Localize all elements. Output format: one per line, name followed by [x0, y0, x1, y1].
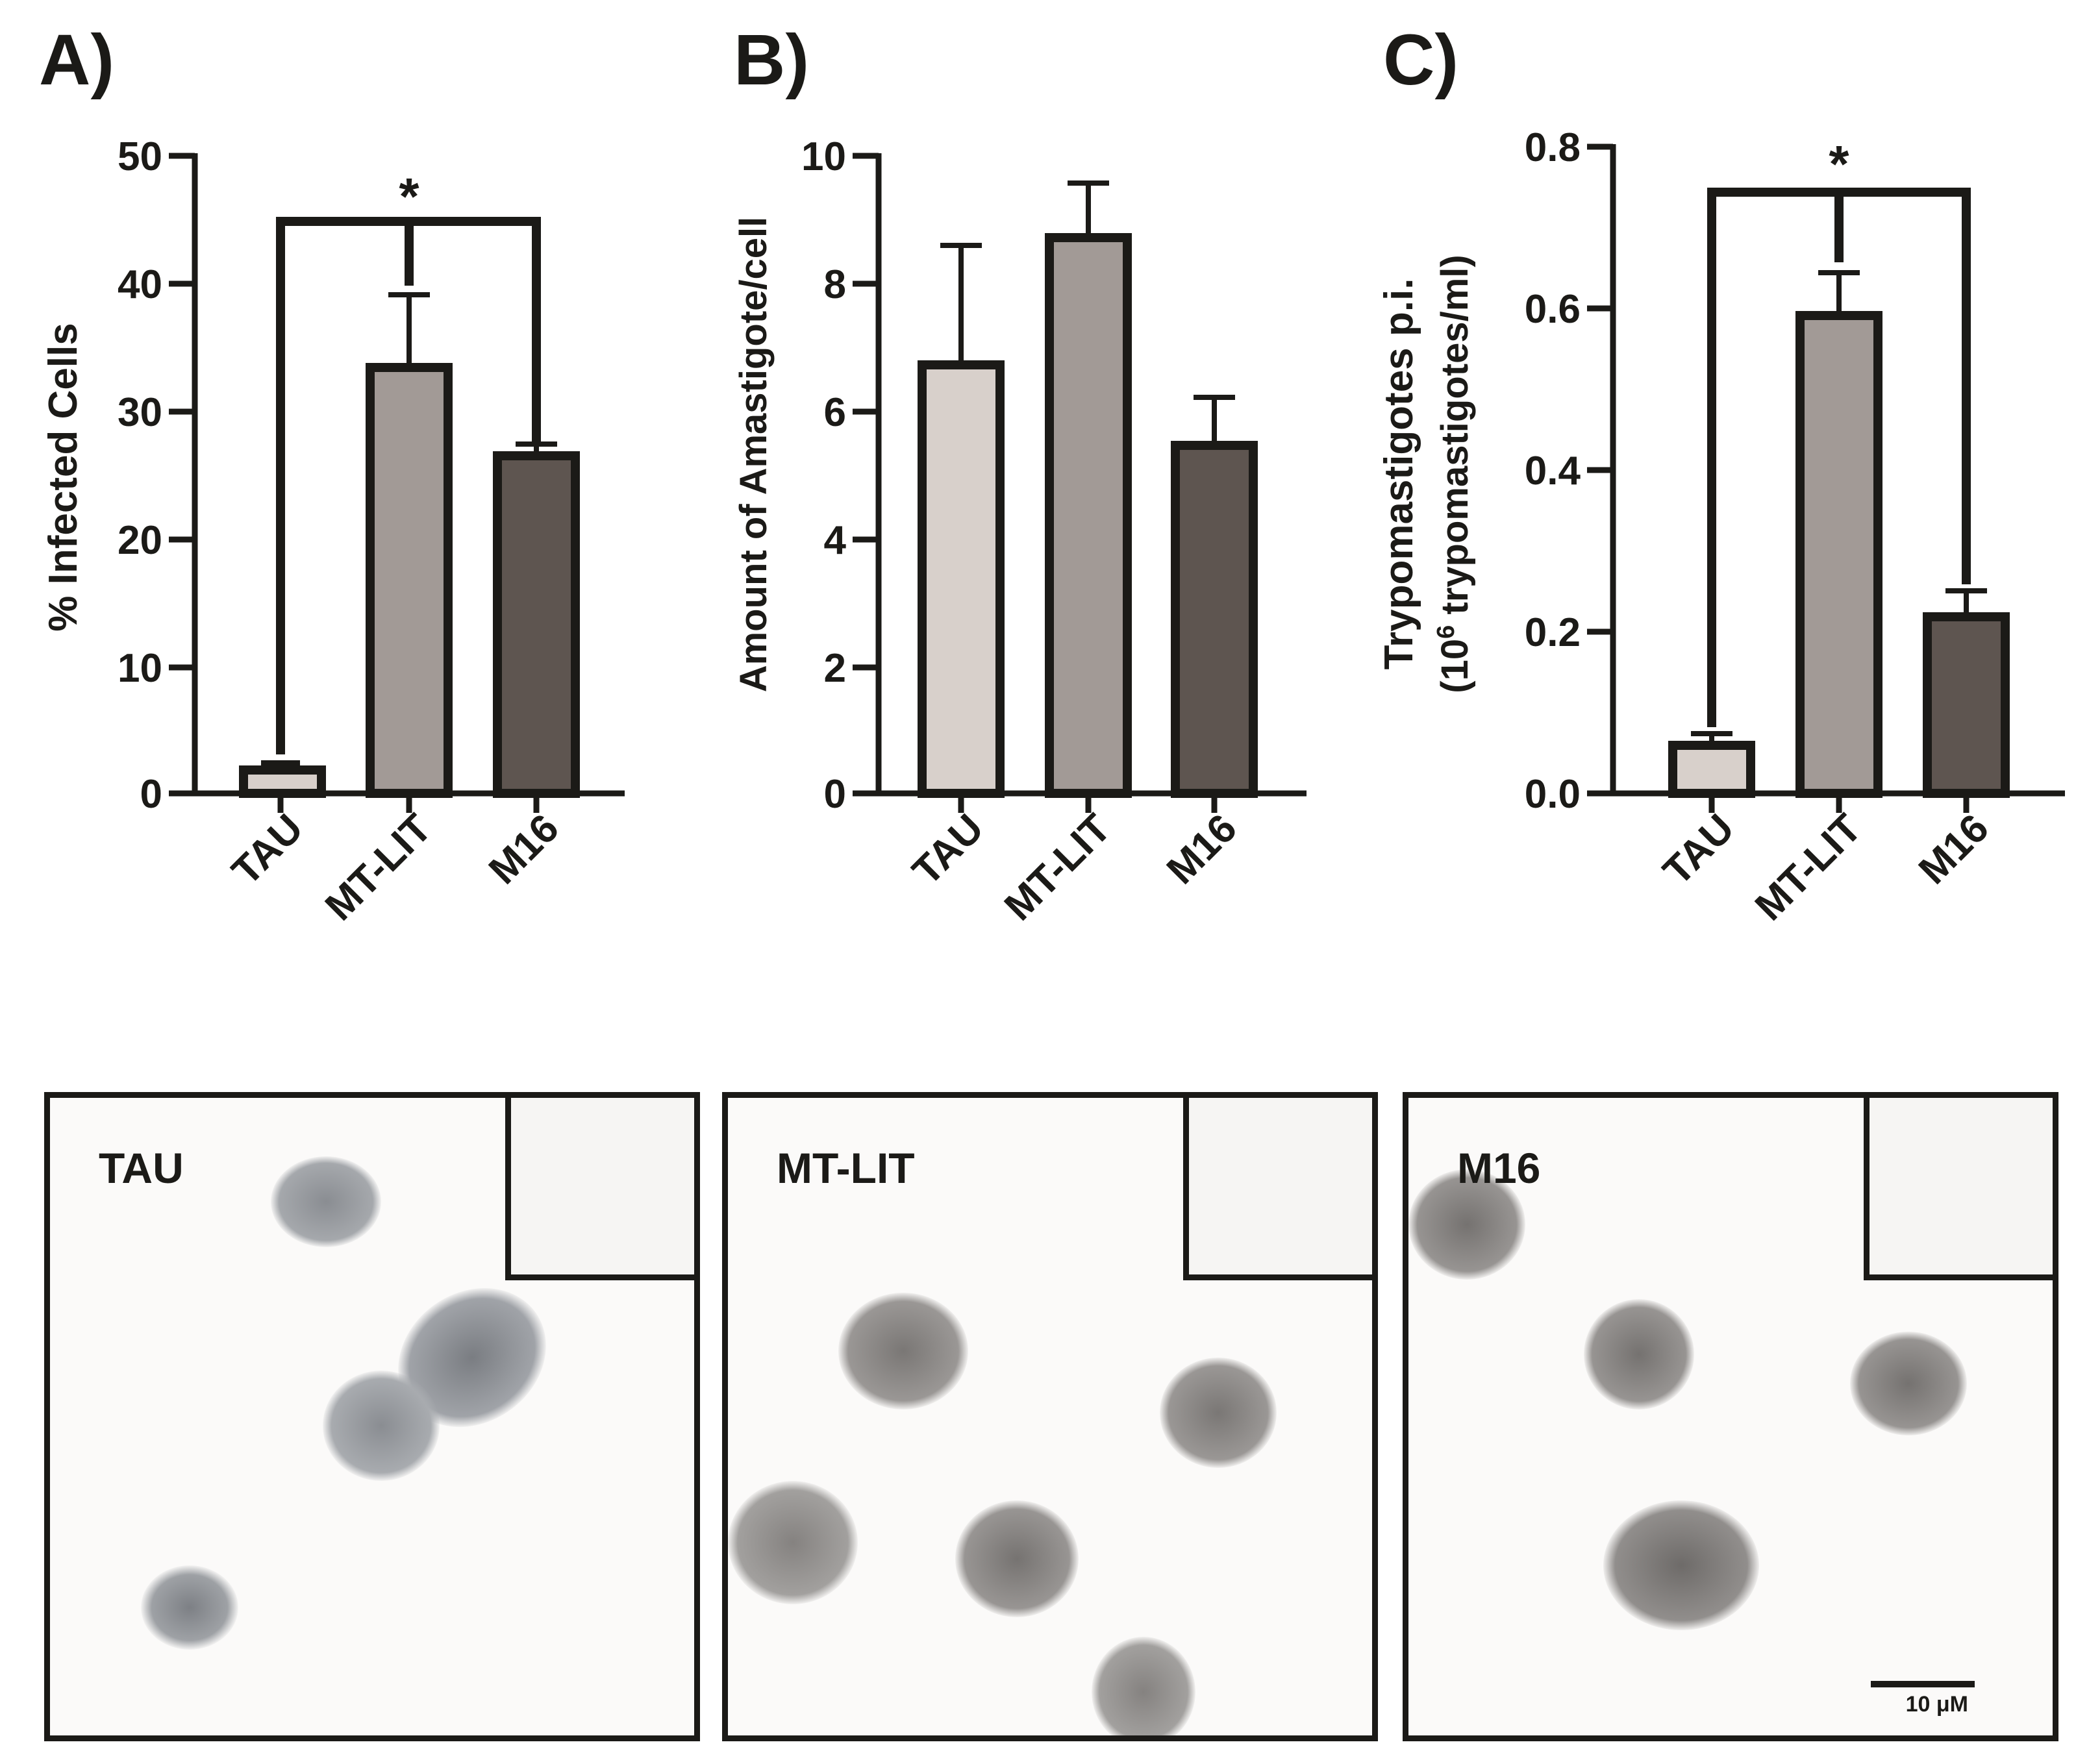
c-significance: * [1829, 135, 1849, 193]
b-bar-mtlit [1045, 233, 1132, 798]
c-tick-02: 0.2 [1525, 610, 1581, 655]
nucleus [1584, 1299, 1694, 1410]
b-bar-tau [918, 360, 1005, 798]
chart-c: 0.0 0.2 0.4 0.6 0.8 Trypomastigotes p.i.… [1377, 125, 2065, 929]
c-ylabel-line1: Trypomastigotes p.i. [1377, 279, 1421, 670]
b-cat-m16: M16 [1158, 806, 1245, 893]
panel-label-b: B) [734, 20, 809, 100]
nucleus [271, 1156, 381, 1247]
a-cat-tau: TAU [223, 806, 312, 894]
c-bar-tau [1668, 741, 1755, 798]
a-tick-0: 0 [140, 772, 162, 817]
micrograph-mtlit: MT-LIT [722, 1092, 1378, 1741]
nucleus [1092, 1637, 1195, 1735]
nucleus [838, 1293, 968, 1410]
trypomastigote-inset [1864, 1098, 2053, 1280]
scale-bar [1871, 1681, 1975, 1687]
c-bar-mtlit [1795, 311, 1882, 798]
nucleus [1850, 1332, 1967, 1435]
c-tick-06: 0.6 [1525, 287, 1581, 332]
micrograph-label: TAU [99, 1144, 184, 1192]
nucleus [955, 1500, 1079, 1617]
b-tick-6: 6 [824, 390, 846, 435]
trypomastigote-inset [1183, 1098, 1372, 1280]
a-tick-20: 20 [118, 518, 162, 563]
b-bar-m16 [1171, 441, 1258, 798]
c-cat-mtlit: MT-LIT [1747, 806, 1870, 929]
micrograph-m16: M16 10 μM [1403, 1092, 2058, 1741]
micrograph-label: M16 [1457, 1144, 1541, 1192]
panel-label-d: D) [44, 1000, 119, 1013]
c-tick-08: 0.8 [1525, 125, 1581, 170]
b-tick-0: 0 [824, 772, 846, 817]
b-cat-mtlit: MT-LIT [996, 806, 1119, 929]
a-bar-tau [239, 765, 326, 798]
a-significance: * [399, 168, 419, 225]
b-ylabel: Amount of Amastigote/cell [732, 217, 775, 693]
c-ylabel-line2: (106 trypomastigotes/ml) [1432, 255, 1476, 693]
micrograph-tau: TAU [44, 1092, 700, 1741]
c-cat-tau: TAU [1655, 806, 1743, 894]
b-tick-2: 2 [824, 646, 846, 691]
b-cat-tau: TAU [904, 806, 992, 894]
nucleus [1160, 1358, 1277, 1468]
a-cat-mtlit: MT-LIT [317, 806, 440, 929]
trypomastigote-inset [505, 1098, 694, 1280]
nucleus [323, 1371, 440, 1481]
c-bar-m16 [1923, 612, 2010, 798]
micrograph-label: MT-LIT [777, 1144, 915, 1192]
nucleus [728, 1481, 858, 1604]
scale-bar-label: 10 μM [1905, 1692, 1968, 1717]
nucleus [1603, 1500, 1759, 1630]
c-tick-0: 0.0 [1525, 772, 1581, 817]
a-tick-50: 50 [118, 134, 162, 179]
charts-canvas: A) B) C) 0 10 20 30 40 50 % Infected Cel… [39, 20, 2065, 1013]
c-cat-m16: M16 [1910, 806, 1997, 893]
panel-label-a: A) [39, 20, 114, 100]
chart-b: 0 2 4 6 8 10 Amount of Amastigote/cell T… [732, 134, 1307, 929]
nucleus [141, 1565, 238, 1650]
b-tick-4: 4 [824, 518, 847, 563]
a-cat-m16: M16 [481, 806, 568, 893]
b-tick-8: 8 [824, 262, 846, 307]
c-tick-04: 0.4 [1525, 449, 1581, 493]
a-tick-10: 10 [118, 646, 162, 691]
chart-a: 0 10 20 30 40 50 % Infected Cells * TAU … [41, 134, 625, 929]
nucleus [1408, 1169, 1525, 1280]
b-tick-10: 10 [801, 134, 846, 179]
a-tick-30: 30 [118, 390, 162, 435]
panel-label-c: C) [1383, 20, 1458, 100]
a-tick-40: 40 [118, 262, 162, 307]
a-ylabel: % Infected Cells [41, 323, 86, 631]
a-bar-m16 [493, 451, 580, 798]
a-bar-mtlit [366, 363, 453, 798]
